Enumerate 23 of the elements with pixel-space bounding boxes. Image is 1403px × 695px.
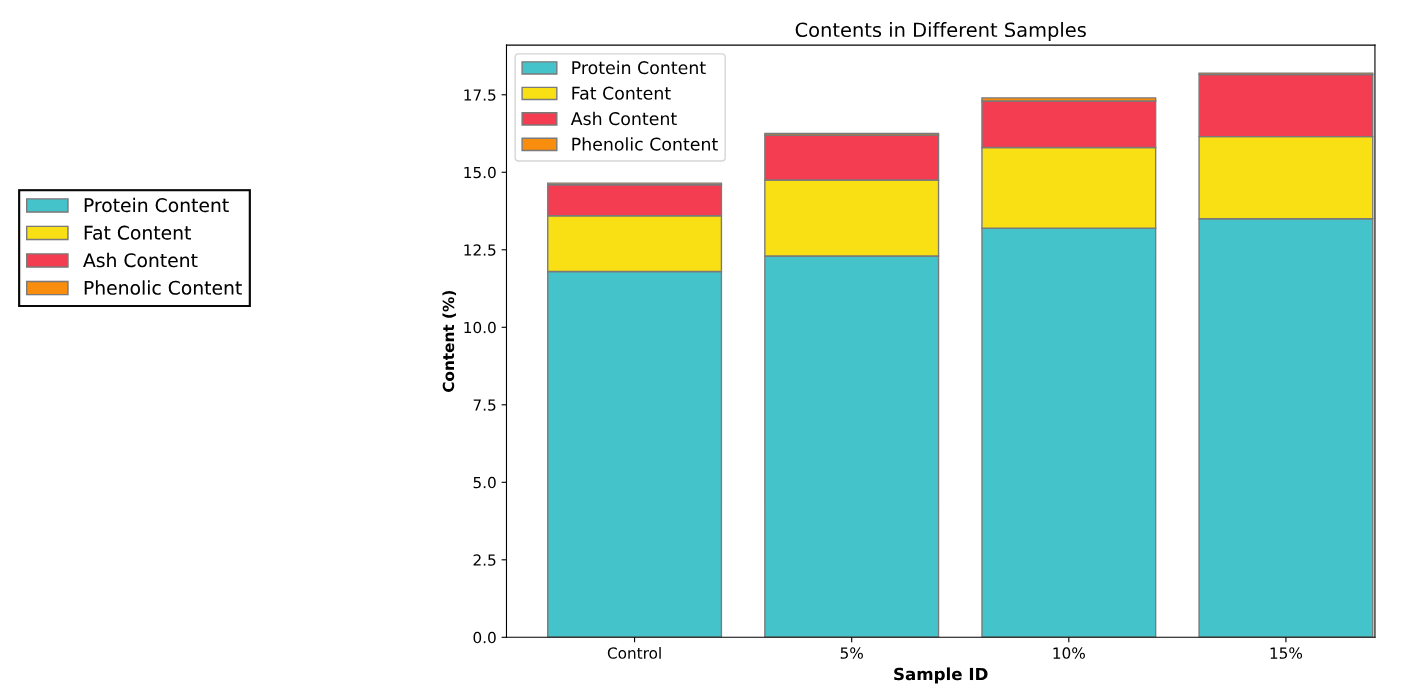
text: Phenolic Content	[84, 280, 242, 295]
text: Protein Content	[84, 197, 229, 213]
legend-label: Phenolic Content	[572, 137, 718, 151]
y-tick-label: 12.5	[464, 244, 496, 256]
x-tick-label: 15%	[1270, 647, 1303, 659]
y-axis-title: Content (%)	[442, 291, 457, 392]
y-tick-label: 2.5	[473, 554, 496, 566]
y-tick-label: 7.5	[473, 399, 496, 411]
y-tick-label: 5.0	[473, 476, 496, 489]
y-tick-label: 10.0	[464, 321, 496, 334]
legend-label: Fat Content	[572, 86, 671, 100]
chart-title: Contents in Different Samples	[795, 22, 1086, 41]
legend-label: Ash Content	[570, 111, 677, 126]
y-tick-label: 17.5	[464, 89, 496, 101]
x-tick-label: 5%	[840, 647, 863, 659]
x-tick-label: Control	[607, 647, 661, 659]
x-axis-title: Sample ID	[894, 667, 988, 684]
legend-label: Protein Content	[572, 60, 706, 75]
y-tick-label: 15.0	[464, 166, 496, 179]
text: Fat Content	[84, 225, 191, 240]
y-tick-label: 0.0	[473, 631, 496, 644]
x-tick-label: 10%	[1053, 647, 1085, 659]
text: Ash Content	[83, 252, 198, 268]
